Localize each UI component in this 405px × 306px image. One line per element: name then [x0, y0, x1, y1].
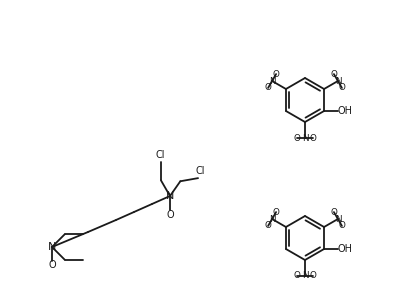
Text: N: N: [302, 271, 308, 281]
Text: O: O: [166, 210, 174, 219]
Text: O: O: [309, 271, 316, 281]
Text: OH: OH: [337, 244, 353, 254]
Text: O: O: [339, 222, 345, 230]
Text: N: N: [269, 76, 275, 85]
Text: N: N: [48, 242, 56, 252]
Text: O: O: [330, 69, 337, 79]
Text: N: N: [302, 133, 308, 143]
Text: N: N: [269, 215, 275, 223]
Text: Cl: Cl: [195, 166, 205, 176]
Text: O: O: [309, 133, 316, 143]
Text: O: O: [294, 133, 301, 143]
Text: O: O: [330, 207, 337, 217]
Text: OH: OH: [337, 106, 353, 116]
Text: O: O: [48, 260, 56, 271]
Text: Cl: Cl: [155, 151, 165, 160]
Text: N: N: [335, 76, 341, 85]
Text: O: O: [294, 271, 301, 281]
Text: O: O: [273, 69, 279, 79]
Text: O: O: [273, 207, 279, 217]
Text: N: N: [335, 215, 341, 223]
Text: O: O: [339, 84, 345, 92]
Text: O: O: [264, 222, 271, 230]
Text: N: N: [166, 191, 174, 201]
Text: O: O: [264, 84, 271, 92]
